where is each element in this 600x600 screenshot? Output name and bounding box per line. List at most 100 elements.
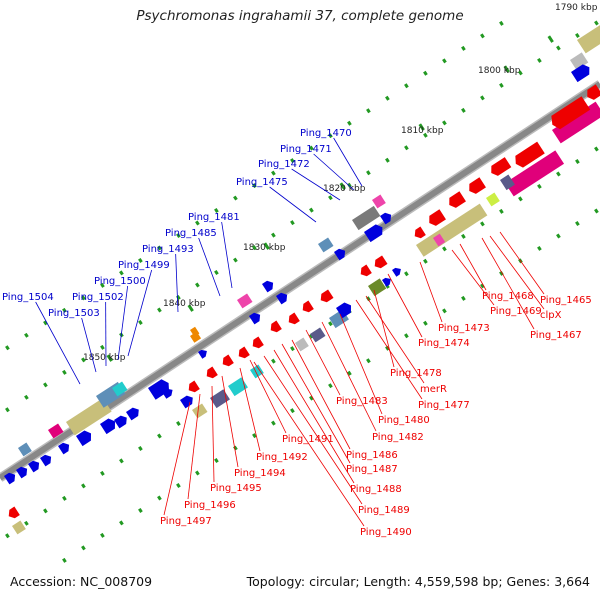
forward-gene-label: Ping_1470 xyxy=(300,128,352,139)
scale-dot xyxy=(575,158,580,164)
scale-dot xyxy=(24,520,29,526)
forward-gene-arrow xyxy=(571,64,590,83)
scale-dot xyxy=(442,58,447,64)
scale-dot xyxy=(499,20,504,26)
scale-dot xyxy=(138,257,143,263)
scale-dot xyxy=(214,208,219,214)
reverse-leader-line xyxy=(187,393,201,500)
reverse-leader-line xyxy=(273,349,355,484)
kbp-tick-label: 1850 kbp xyxy=(83,353,126,363)
scale-dot xyxy=(176,483,181,488)
reverse-leader-line xyxy=(481,237,535,330)
reverse-gene-label: Ping_1467 xyxy=(530,330,582,341)
forward-gene-arrow xyxy=(58,442,70,455)
scale-dot xyxy=(594,208,599,214)
scale-dot xyxy=(423,70,428,76)
forward-gene-arrow xyxy=(114,415,127,429)
scale-dot xyxy=(309,145,314,151)
scale-dot xyxy=(347,120,352,126)
scale-dot xyxy=(100,344,105,350)
scale-dot xyxy=(442,308,447,314)
reverse-gene-label: Ping_1486 xyxy=(346,450,398,461)
scale-dot xyxy=(195,220,200,226)
kbp-tick-label: 1790 kbp xyxy=(555,3,598,13)
scale-dot xyxy=(423,132,428,138)
forward-gene-arrow xyxy=(249,312,261,325)
kbp-tick xyxy=(503,65,510,73)
reverse-leader-line xyxy=(499,231,545,295)
scale-dot xyxy=(81,357,86,363)
reverse-gene-label: Ping_1478 xyxy=(390,368,442,379)
feature-block xyxy=(66,398,112,436)
reverse-gene-label: Ping_1490 xyxy=(360,527,412,538)
scale-dot xyxy=(271,420,276,426)
map-title: Psychromonas ingrahamii 37, complete gen… xyxy=(136,8,464,24)
forward-gene-label: Ping_1493 xyxy=(142,244,194,255)
feature-block xyxy=(190,331,202,343)
reverse-gene-arrow xyxy=(414,226,426,239)
reverse-leader-line xyxy=(163,401,191,516)
feature-block xyxy=(372,194,386,209)
scale-dot xyxy=(43,508,48,514)
forward-gene-label: Ping_1481 xyxy=(188,212,240,223)
scale-dot xyxy=(62,557,67,563)
forward-leader-line xyxy=(175,253,179,313)
kbp-tick-label: 1820 kbp xyxy=(323,184,366,194)
scale-dot xyxy=(347,370,352,376)
forward-gene-arrow xyxy=(276,292,288,305)
reverse-gene-label: Ping_1495 xyxy=(210,483,262,494)
feature-block xyxy=(294,337,309,352)
reverse-gene-arrow xyxy=(587,84,600,100)
forward-gene-arrow xyxy=(382,277,391,287)
scale-dot xyxy=(100,282,105,288)
scale-dot xyxy=(480,283,485,289)
scale-dot xyxy=(100,532,105,538)
scale-dot xyxy=(309,207,314,213)
scale-dot xyxy=(119,520,124,526)
reverse-gene-label: Ping_1468 xyxy=(482,291,534,302)
feature-block xyxy=(352,205,381,231)
scale-dot xyxy=(214,270,219,276)
reverse-gene-label: Ping_1491 xyxy=(282,434,334,445)
kbp-tick-label: 1810 kbp xyxy=(401,126,444,136)
scale-dot xyxy=(328,195,333,201)
scale-dot xyxy=(138,445,143,451)
scale-dot xyxy=(404,83,409,89)
reverse-leader-line xyxy=(253,361,365,527)
kbp-tick xyxy=(418,123,425,131)
scale-dot xyxy=(138,507,143,513)
scale-dot xyxy=(5,345,10,351)
feature-block xyxy=(368,278,387,297)
scale-dot xyxy=(480,95,485,101)
scale-dot xyxy=(423,258,428,264)
scale-dot xyxy=(271,170,276,176)
gene-labels-layer: Ping_1470 Ping_1471 Ping_1472 Ping_1475 Ping… xyxy=(2,128,592,538)
reverse-gene-label: Ping_1483 xyxy=(336,396,388,407)
reverse-gene-arrow xyxy=(374,255,388,269)
reverse-gene-label: Ping_1497 xyxy=(160,516,212,527)
feature-block xyxy=(570,52,589,71)
reverse-leader-line xyxy=(489,235,545,310)
forward-gene-arrow xyxy=(364,224,383,243)
scale-dot xyxy=(252,245,257,251)
forward-gene-arrow xyxy=(16,466,28,479)
scale-dot xyxy=(366,170,371,176)
scale-dot xyxy=(233,195,238,201)
scale-dot xyxy=(290,220,295,226)
reverse-gene-label: Ping_1473 xyxy=(438,323,490,334)
kbp-tick-label: 1840 kbp xyxy=(163,299,206,309)
reverse-gene-arrow xyxy=(469,177,486,194)
scale-dot xyxy=(594,20,599,26)
forward-gene-label: Ping_1475 xyxy=(236,177,288,188)
scale-dot xyxy=(5,533,10,539)
reverse-gene-label: Ping_1477 xyxy=(418,400,470,411)
forward-gene-label: Ping_1500 xyxy=(94,276,146,287)
scale-dot xyxy=(233,445,238,451)
scale-dot xyxy=(404,271,409,277)
reverse-gene-arrow xyxy=(320,289,334,303)
reverse-leader-line xyxy=(355,299,423,400)
reverse-gene-label: Ping_1469 xyxy=(490,306,542,317)
scale-dot xyxy=(119,270,124,276)
forward-gene-arrow xyxy=(28,460,40,473)
